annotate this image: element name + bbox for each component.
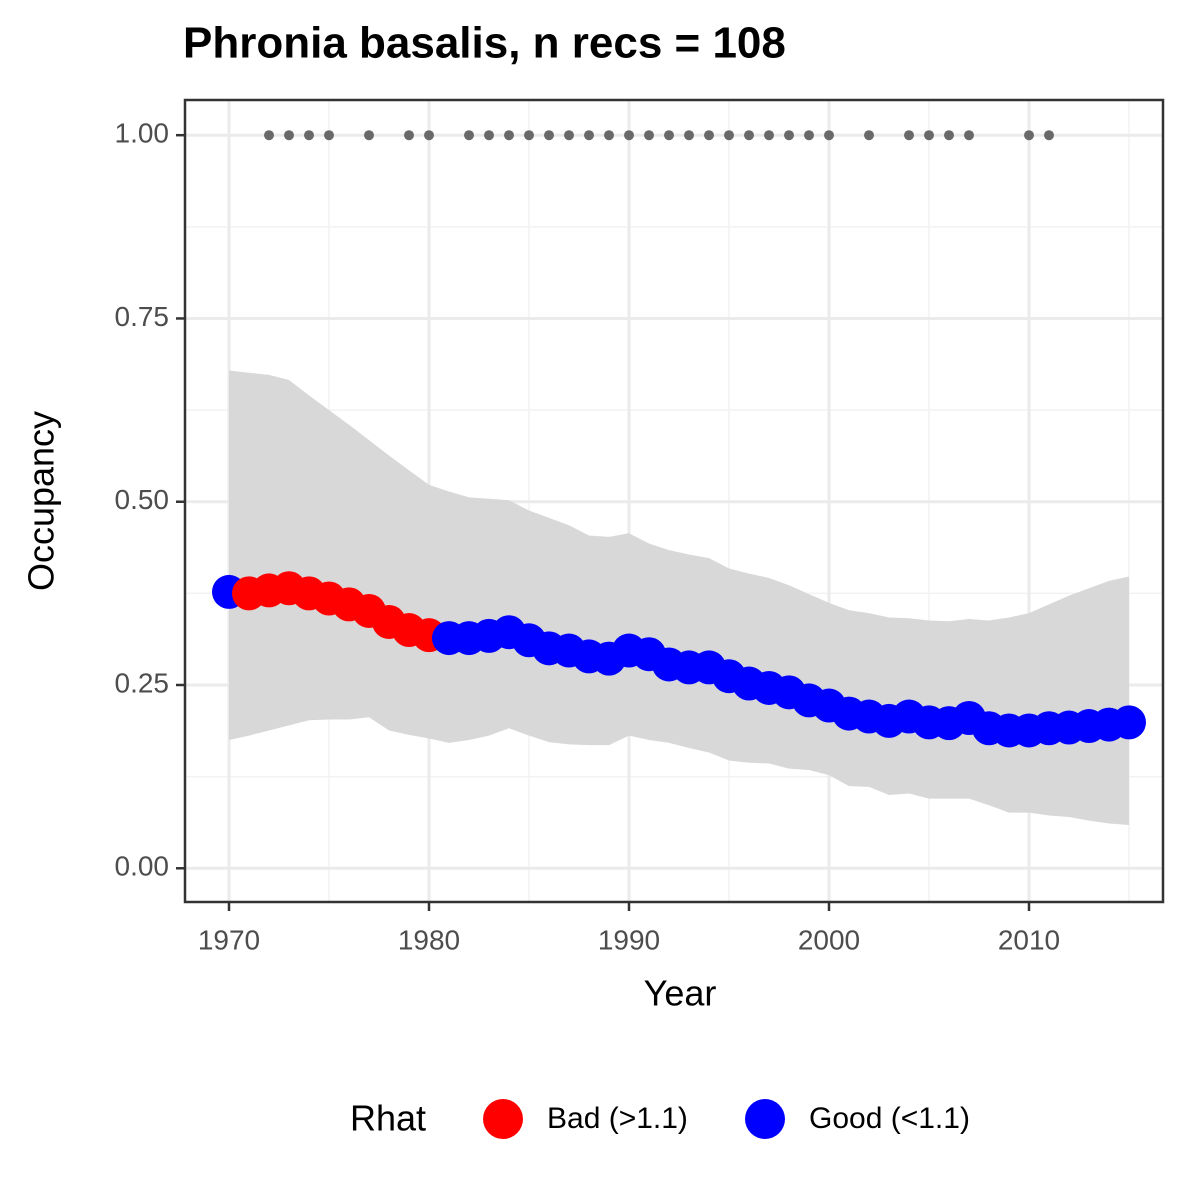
legend-key: [483, 1099, 523, 1139]
x-tick-label: 1970: [198, 924, 260, 955]
record-dot: [764, 130, 774, 141]
record-dot: [944, 130, 954, 141]
record-dot: [624, 130, 634, 141]
record-dot: [404, 130, 414, 141]
record-dot: [744, 130, 754, 141]
record-dot: [704, 130, 714, 141]
x-tick-label: 1980: [398, 924, 460, 955]
record-dot: [524, 130, 534, 141]
y-axis-label: Occupancy: [21, 411, 62, 591]
record-dot: [364, 130, 374, 141]
record-dot: [504, 130, 514, 141]
record-dot: [864, 130, 874, 141]
record-dot: [824, 130, 834, 141]
record-dot: [964, 130, 974, 141]
record-dot: [484, 130, 494, 141]
y-tick-label: 1.00: [115, 118, 170, 149]
record-dot: [1024, 130, 1034, 141]
y-tick-label: 0.25: [115, 667, 170, 698]
record-dot: [284, 130, 294, 141]
record-dot: [304, 130, 314, 141]
record-dot: [804, 130, 814, 141]
record-dot: [264, 130, 274, 141]
legend-label: Bad (>1.1): [547, 1102, 688, 1135]
record-dot: [544, 130, 554, 141]
chart-title: Phronia basalis, n recs = 108: [183, 19, 786, 68]
legend-key: [745, 1099, 785, 1139]
record-dot: [324, 130, 334, 141]
record-dot: [424, 130, 434, 141]
y-tick-label: 0.75: [115, 301, 170, 332]
data-point: [1112, 705, 1146, 740]
x-tick-label: 2010: [998, 924, 1060, 955]
x-tick-label: 2000: [798, 924, 860, 955]
record-dot: [584, 130, 594, 141]
record-dot: [684, 130, 694, 141]
record-dot: [644, 130, 654, 141]
x-tick-label: 1990: [598, 924, 660, 955]
record-dot: [784, 130, 794, 141]
record-dot: [564, 130, 574, 141]
record-dot: [724, 130, 734, 141]
x-axis-label: Year: [644, 973, 717, 1014]
record-dot: [464, 130, 474, 141]
record-dot: [924, 130, 934, 141]
legend-label: Good (<1.1): [809, 1102, 970, 1135]
record-dot: [604, 130, 614, 141]
record-dot: [1044, 130, 1054, 141]
y-tick-label: 0.00: [115, 851, 170, 882]
record-dot: [904, 130, 914, 141]
y-tick-label: 0.50: [115, 484, 170, 515]
legend-title: Rhat: [350, 1098, 426, 1139]
record-dot: [664, 130, 674, 141]
